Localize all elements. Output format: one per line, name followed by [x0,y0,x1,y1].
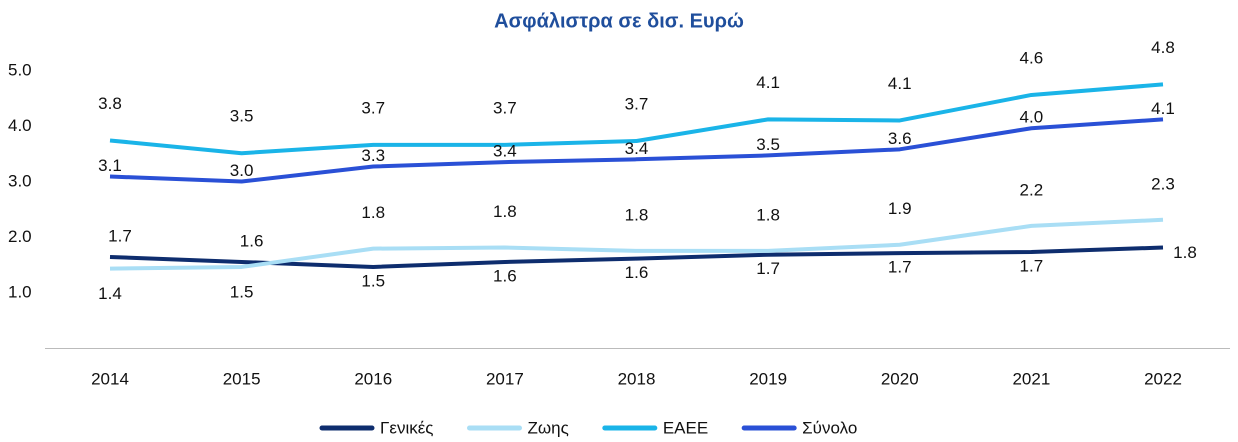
data-label: 1.6 [625,263,649,282]
x-tick-label: 2020 [881,369,919,388]
x-tick-label: 2014 [91,369,129,388]
series-line [109,245,1164,269]
data-label: 1.5 [230,282,254,301]
data-label: 1.8 [1173,243,1197,262]
data-label: 3.5 [756,135,780,154]
data-label: 3.3 [361,146,385,165]
series-line [109,117,1164,184]
x-tick-label: 2016 [354,369,392,388]
data-label: 2.3 [1151,174,1175,193]
data-label: 4.0 [1020,108,1044,127]
legend-label: Σύνολο [802,418,857,437]
data-label: 3.0 [230,161,254,180]
data-label: 4.1 [888,74,912,93]
legend-label: ΕΑΕΕ [663,418,708,437]
data-label: 3.7 [625,94,649,113]
data-label: 2.2 [1020,180,1044,199]
data-label: 1.8 [756,205,780,224]
data-label: 1.8 [625,205,649,224]
data-label: 1.7 [108,226,132,245]
data-label: 4.8 [1151,38,1175,57]
y-tick-label: 5.0 [8,61,32,80]
data-label: 1.7 [1020,256,1044,275]
x-tick-label: 2019 [749,369,787,388]
data-label: 1.6 [493,266,517,285]
y-tick-label: 4.0 [8,116,32,135]
y-tick-label: 1.0 [8,283,32,302]
data-label: 1.7 [756,259,780,278]
data-label: 1.8 [493,202,517,221]
chart-title: Ασφάλιστρα σε δισ. Ευρώ [494,10,744,32]
data-label: 3.4 [625,139,649,158]
series-line [109,82,1164,156]
data-label: 3.1 [98,156,122,175]
data-label: 4.6 [1020,48,1044,67]
legend-label: Ζωης [528,418,569,437]
data-label: 1.8 [361,203,385,222]
x-tick-label: 2015 [223,369,261,388]
y-tick-label: 3.0 [8,172,32,191]
data-label: 3.5 [230,107,254,126]
data-label: 1.5 [361,271,385,290]
data-label: 1.4 [98,284,122,303]
data-label: 1.7 [888,258,912,277]
x-tick-label: 2017 [486,369,524,388]
legend-label: Γενικές [380,418,434,437]
series-line [109,217,1164,271]
data-label: 4.1 [1151,99,1175,118]
x-tick-label: 2018 [618,369,656,388]
data-label: 3.4 [493,142,517,161]
data-label: 3.6 [888,129,912,148]
data-label: 3.8 [98,94,122,113]
y-tick-label: 2.0 [8,227,32,246]
x-tick-label: 2021 [1012,369,1050,388]
data-label: 3.7 [493,98,517,117]
data-label: 3.7 [361,98,385,117]
data-label: 1.6 [240,231,264,250]
data-label: 4.1 [756,73,780,92]
x-tick-label: 2022 [1144,369,1182,388]
data-label: 1.9 [888,199,912,218]
